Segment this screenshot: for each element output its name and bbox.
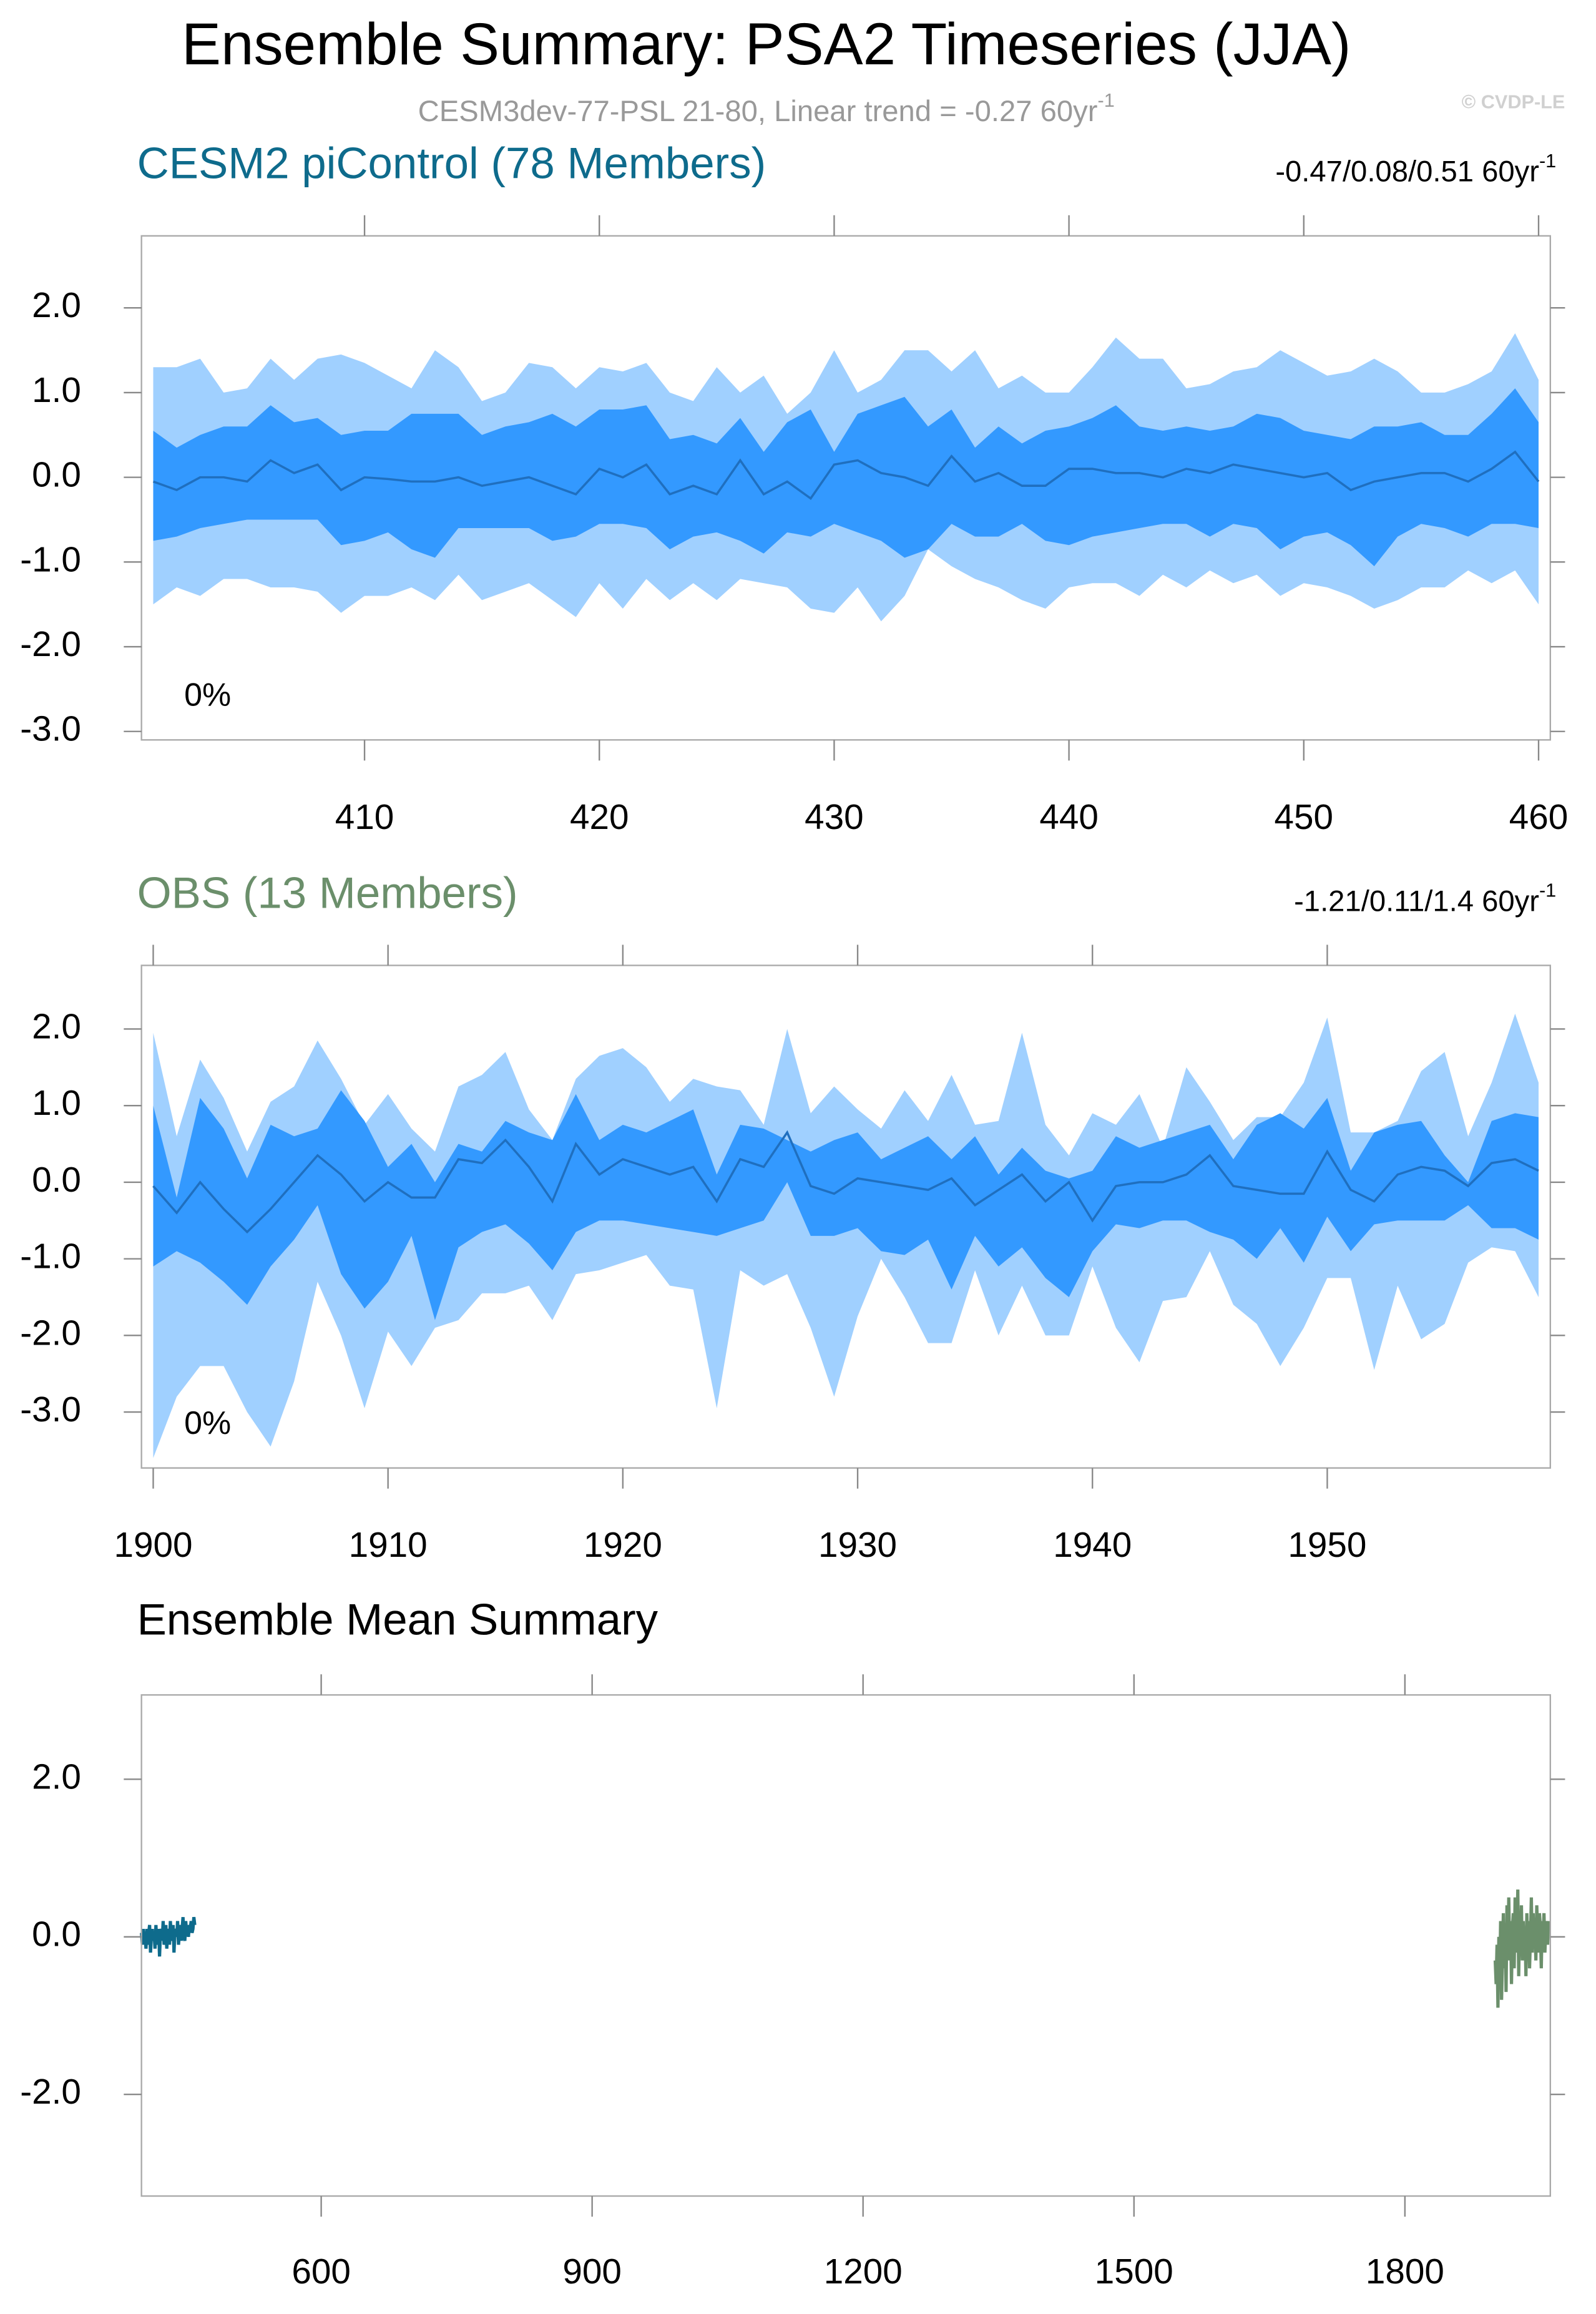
x-tick-label: 420 (570, 798, 629, 837)
y-tick-label: 1.0 (32, 1084, 81, 1123)
x-tick-label: 1950 (1288, 1526, 1366, 1565)
trend-superscript: -1 (1539, 150, 1556, 172)
x-tick-label: 1920 (584, 1526, 662, 1565)
annotation: 0% (184, 1405, 231, 1441)
x-tick-label: 1500 (1095, 2252, 1173, 2292)
page-title: Ensemble Summary: PSA2 Timeseries (JJA) (182, 12, 1351, 77)
x-tick-label: 900 (562, 2252, 622, 2292)
x-tick-label: 460 (1509, 798, 1569, 837)
x-tick-label: 600 (291, 2252, 351, 2292)
series-line (1493, 1889, 1550, 2008)
subtitle: CESM3dev-77-PSL 21-80, Linear trend = -0… (418, 89, 1115, 128)
panel-title: Ensemble Mean Summary (137, 1595, 658, 1644)
x-tick-label: 1910 (349, 1526, 428, 1565)
y-tick-label: -2.0 (20, 1313, 81, 1353)
y-tick-label: 2.0 (32, 1757, 81, 1797)
y-tick-label: -2.0 (20, 625, 81, 664)
trend-text: -1.21/0.11/1.4 60yr (1294, 885, 1539, 918)
annotation: 0% (184, 677, 231, 713)
y-tick-label: 2.0 (32, 286, 81, 325)
plot-frame (140, 235, 1551, 741)
y-tick-label: 0.0 (32, 1915, 81, 1954)
trend-superscript: -1 (1539, 880, 1556, 901)
watermark: © CVDP-LE (1462, 91, 1565, 112)
x-tick-label: 440 (1039, 798, 1099, 837)
inner-band (153, 1090, 1539, 1320)
x-tick-label: 430 (805, 798, 864, 837)
mean-line (152, 1130, 1539, 1234)
y-tick-label: 0.0 (32, 1160, 81, 1200)
x-tick-label: 1800 (1366, 2252, 1444, 2292)
outer-band (153, 1013, 1539, 1458)
panel-title: OBS (13 Members) (137, 868, 518, 918)
y-tick-label: -1.0 (20, 540, 81, 579)
trend-label: -1.21/0.11/1.4 60yr-1 (1294, 880, 1556, 918)
x-tick-label: 1900 (114, 1526, 192, 1565)
x-tick-label: 1930 (818, 1526, 897, 1565)
subtitle-superscript: -1 (1098, 89, 1115, 111)
y-tick-label: -3.0 (20, 710, 81, 749)
y-tick-label: 0.0 (32, 456, 81, 495)
plot-frame (140, 964, 1551, 1469)
y-tick-label: 1.0 (32, 371, 81, 410)
mean-line (152, 450, 1540, 501)
plot-area (152, 333, 1540, 622)
series-line (140, 1916, 197, 1957)
x-tick-label: 450 (1275, 798, 1334, 837)
plot-area (140, 1889, 1550, 2008)
x-tick-label: 410 (335, 798, 394, 837)
trend-text: -0.47/0.08/0.51 60yr (1275, 155, 1539, 189)
x-tick-label: 1940 (1053, 1526, 1132, 1565)
inner-band (153, 388, 1539, 567)
y-tick-label: -2.0 (20, 2072, 81, 2112)
subtitle-text: CESM3dev-77-PSL 21-80, Linear trend = -0… (418, 95, 1098, 128)
plot-area (152, 1013, 1539, 1458)
trend-label: -0.47/0.08/0.51 60yr-1 (1275, 150, 1556, 189)
y-tick-label: -3.0 (20, 1390, 81, 1429)
panel-title: CESM2 piControl (78 Members) (137, 139, 766, 189)
y-tick-label: -1.0 (20, 1237, 81, 1277)
plot-frame (140, 1694, 1551, 2197)
x-tick-label: 1200 (824, 2252, 903, 2292)
y-tick-label: 2.0 (32, 1007, 81, 1046)
